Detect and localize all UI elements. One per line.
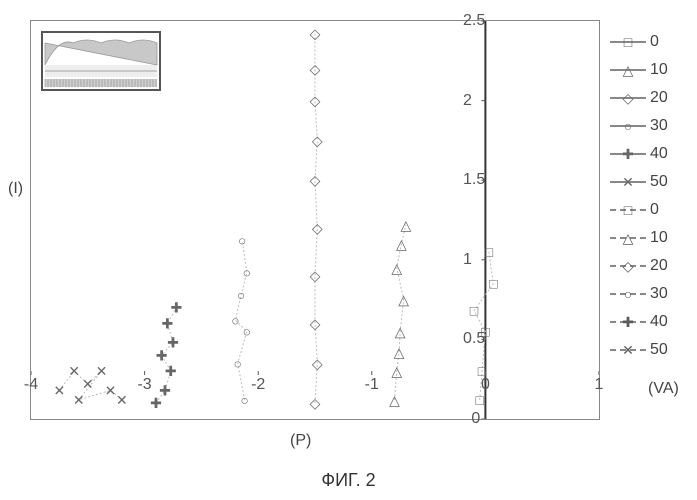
svg-text:✕: ✕ — [96, 363, 108, 379]
svg-text:✚: ✚ — [161, 315, 173, 331]
svg-text:◇: ◇ — [310, 26, 321, 42]
legend-label: 10 — [650, 229, 668, 247]
legend-swatch: □ — [610, 35, 646, 49]
legend-item: ✚ 40 — [610, 140, 690, 168]
legend-label: 20 — [650, 257, 668, 275]
legend-label: 50 — [650, 173, 668, 191]
svg-text:✕: ✕ — [105, 382, 117, 398]
legend-swatch: ○ — [610, 119, 646, 133]
legend-label: 30 — [650, 117, 668, 135]
legend-item: □0 — [610, 28, 690, 56]
svg-text:◇: ◇ — [310, 268, 321, 284]
svg-text:◇: ◇ — [312, 132, 323, 148]
legend-label: 0 — [650, 33, 659, 51]
svg-text:△: △ — [389, 392, 400, 408]
svg-text:◇: ◇ — [312, 355, 323, 371]
svg-text:✕: ✕ — [116, 392, 128, 408]
figure-caption: ФИГ. 2 — [0, 470, 697, 491]
figure: (I) □□□□□□△△△△△△△△◇◇◇◇◇◇◇◇◇◇○○○○○○○✚✚✚✚✚… — [0, 0, 697, 500]
svg-text:□: □ — [489, 276, 498, 292]
legend-swatch: ✚ — [610, 315, 646, 329]
svg-text:□: □ — [485, 244, 494, 260]
svg-text:△: △ — [391, 363, 402, 379]
y-tick: 2.5 — [463, 12, 485, 30]
svg-text:✚: ✚ — [171, 300, 183, 316]
svg-text:△: △ — [391, 260, 402, 276]
legend-item: △ 10 — [610, 224, 690, 252]
svg-text:◇: ◇ — [310, 172, 321, 188]
legend-label: 40 — [650, 145, 668, 163]
legend-swatch: ○ — [610, 287, 646, 301]
svg-text:◇: ◇ — [310, 61, 321, 77]
legend-swatch: □ — [610, 203, 646, 217]
svg-text:◇: ◇ — [310, 315, 321, 331]
y-axis-title: (I) — [8, 180, 23, 198]
svg-text:✚: ✚ — [165, 363, 177, 379]
svg-text:◇: ◇ — [310, 395, 321, 411]
legend-label: 0 — [650, 201, 659, 219]
svg-text:○: ○ — [237, 287, 245, 303]
legend-swatch: ✕ — [610, 175, 646, 189]
svg-text:✕: ✕ — [54, 382, 66, 398]
svg-text:✚: ✚ — [167, 335, 179, 351]
svg-text:□: □ — [470, 303, 479, 319]
svg-text:△: △ — [396, 236, 407, 252]
x-tick: -3 — [137, 376, 151, 394]
legend-swatch: ◇ — [610, 91, 646, 105]
y-tick: 1.5 — [463, 171, 485, 189]
legend-label: 40 — [650, 313, 668, 331]
svg-text:◇: ◇ — [312, 220, 323, 236]
svg-text:✕: ✕ — [68, 363, 80, 379]
svg-text:○: ○ — [240, 392, 248, 408]
y-tick: 0 — [471, 410, 480, 428]
svg-text:○: ○ — [234, 355, 242, 371]
va-label: (VA) — [648, 380, 679, 398]
legend-item: □0 — [610, 196, 690, 224]
svg-text:△: △ — [400, 217, 411, 233]
legend-item: ✚ 40 — [610, 308, 690, 336]
svg-text:◇: ◇ — [310, 93, 321, 109]
x-tick: 0 — [481, 376, 490, 394]
legend-item: ◇ 20 — [610, 84, 690, 112]
legend: □0△10◇20○30✚40✕50□0△10◇20○30✚40✕50 — [610, 28, 690, 364]
svg-text:✚: ✚ — [156, 347, 168, 363]
svg-text:✕: ✕ — [73, 392, 85, 408]
legend-item: ○ 30 — [610, 280, 690, 308]
svg-text:□: □ — [475, 392, 484, 408]
svg-text:△: △ — [398, 292, 409, 308]
legend-item: ✕ 50 — [610, 336, 690, 364]
y-tick: 0.5 — [463, 330, 485, 348]
legend-item: △ 10 — [610, 56, 690, 84]
legend-label: 30 — [650, 285, 668, 303]
svg-text:○: ○ — [231, 312, 239, 328]
legend-swatch: △ — [610, 231, 646, 245]
legend-item: ○ 30 — [610, 112, 690, 140]
legend-swatch: ✕ — [610, 343, 646, 357]
legend-item: ✕ 50 — [610, 168, 690, 196]
legend-swatch: ✚ — [610, 147, 646, 161]
svg-text:○: ○ — [243, 323, 251, 339]
legend-label: 20 — [650, 89, 668, 107]
legend-swatch: ◇ — [610, 259, 646, 273]
svg-text:✚: ✚ — [159, 382, 171, 398]
svg-text:○: ○ — [238, 233, 246, 249]
legend-label: 50 — [650, 341, 668, 359]
x-tick: -2 — [251, 376, 265, 394]
svg-text:△: △ — [394, 344, 405, 360]
y-tick: 1 — [463, 251, 472, 269]
legend-item: ◇ 20 — [610, 252, 690, 280]
plot-area: □□□□□□△△△△△△△△◇◇◇◇◇◇◇◇◇◇○○○○○○○✚✚✚✚✚✚✚✕✕… — [30, 20, 600, 420]
x-axis-title: (P) — [290, 432, 311, 450]
svg-text:○: ○ — [243, 265, 251, 281]
inset-svg — [43, 33, 159, 89]
legend-swatch: △ — [610, 63, 646, 77]
svg-text:✕: ✕ — [82, 376, 94, 392]
y-tick: 2 — [463, 92, 472, 110]
inset-thumbnail — [41, 31, 161, 91]
legend-label: 10 — [650, 61, 668, 79]
x-tick: -1 — [365, 376, 379, 394]
x-tick: -4 — [24, 376, 38, 394]
x-tick: 1 — [595, 376, 604, 394]
svg-text:△: △ — [395, 323, 406, 339]
